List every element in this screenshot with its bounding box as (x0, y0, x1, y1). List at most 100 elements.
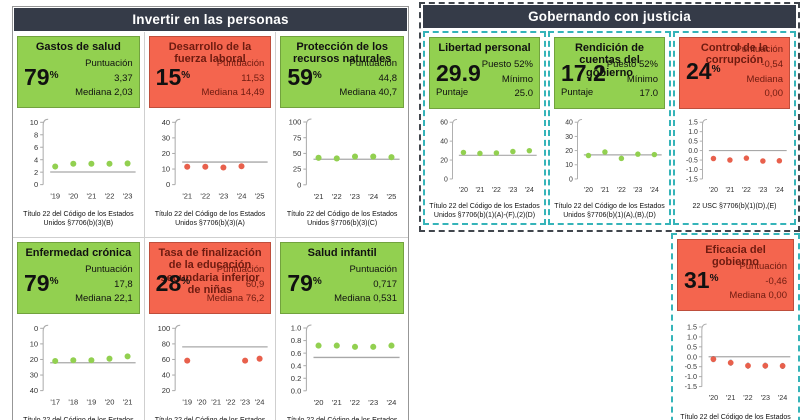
svg-text:'22: '22 (492, 187, 501, 194)
svg-text:-1.0: -1.0 (686, 167, 698, 174)
indicator-stat-lines: Puntuación 60,9 Mediana 76,2 (199, 263, 265, 307)
panel-eficacia-del-gobierno: Eficacia del gobierno 31% Puntuación -0,… (671, 233, 800, 420)
indicator-score-percent-sign: % (709, 273, 719, 285)
indicator-trend-chart: 10 8 6 4 2 0 '19 '20 '21 '22 '23 (30, 118, 136, 201)
indicator-score: 59% (287, 66, 322, 91)
svg-text:'22: '22 (105, 192, 115, 201)
svg-text:100: 100 (157, 324, 170, 333)
indicator-score-percent-sign: % (181, 70, 191, 82)
svg-text:1.0: 1.0 (688, 129, 698, 136)
indicator-cell-salud-infantil: Salud infantil 79% Puntuación 0,717 Medi… (276, 238, 408, 420)
svg-text:-0.5: -0.5 (686, 157, 698, 164)
indicator-cell-enfermedad-cronica: Enfermedad crónica 79% Puntuación 17,8 M… (13, 238, 145, 420)
svg-text:40: 40 (161, 118, 169, 127)
indicator-card: Libertad personal 29.9 Puntaje Puesto 52… (429, 37, 540, 109)
section-header-invertir: Invertir en las personas (14, 8, 407, 31)
section-title: Invertir en las personas (132, 12, 289, 27)
indicator-stat-lines: Puntuación 0,717 Mediana 0,531 (331, 263, 397, 307)
svg-text:8: 8 (34, 130, 38, 139)
indicator-cell-desarrollo-fuerza-laboral: Desarrollo de la fuerza laboral 15% Punt… (144, 32, 277, 238)
indicator-card: Eficacia del gobierno 31% Puntuación -0,… (677, 239, 794, 311)
indicator-stat-line-1: Puntuación 44,8 (349, 57, 397, 84)
indicator-score: 24% (686, 60, 721, 85)
svg-text:'22: '22 (617, 187, 626, 194)
svg-text:80: 80 (161, 339, 169, 348)
svg-text:1.0: 1.0 (687, 332, 697, 341)
indicator-score-value: 79 (287, 270, 313, 297)
svg-text:'22: '22 (350, 398, 360, 407)
svg-text:20: 20 (30, 355, 38, 364)
indicator-score: 15% (156, 66, 191, 91)
svg-text:'22: '22 (743, 393, 752, 402)
svg-text:'20: '20 (196, 398, 206, 407)
svg-text:'21: '21 (332, 398, 342, 407)
svg-text:20: 20 (161, 149, 169, 158)
indicator-stat-line-1: Puntuación -0,54 (735, 44, 783, 70)
svg-text:'24: '24 (369, 192, 379, 201)
indicator-card: Control de la corrupción 24% Puntuación … (679, 37, 790, 109)
svg-text:'21: '21 (211, 398, 221, 407)
svg-text:10: 10 (565, 162, 573, 169)
indicator-title: Eficacia del gobierno (705, 244, 766, 269)
svg-text:0: 0 (569, 176, 573, 183)
svg-text:-1.0: -1.0 (685, 372, 697, 381)
indicator-stat-line-2: Mediana 2,03 (75, 87, 133, 99)
svg-text:100: 100 (289, 118, 302, 127)
indicator-stat-line-2: Mediana 0,531 (334, 293, 397, 305)
svg-text:'20: '20 (709, 187, 718, 194)
indicator-title: Libertad personal (438, 42, 531, 54)
section-header-gobernando: Gobernando con justicia (423, 5, 796, 28)
indicator-trend-chart: 40 30 20 10 0 '20 '21 '22 '23 '24 (565, 119, 662, 194)
svg-text:60: 60 (161, 355, 169, 364)
indicator-stats: 15% Puntuación 11,53 Mediana 14,49 (156, 57, 265, 101)
svg-text:10: 10 (161, 165, 169, 174)
indicator-score: 79% (24, 66, 59, 91)
svg-text:'20: '20 (68, 192, 78, 201)
svg-text:'20: '20 (314, 398, 324, 407)
indicator-stat-lines: Puntuación -0,46 Mediana 0,00 (728, 260, 787, 304)
svg-text:25: 25 (293, 165, 301, 174)
svg-text:0: 0 (166, 180, 170, 189)
indicator-cell-proteccion-recursos-naturales: Protección de los recursos naturales 59%… (276, 32, 408, 238)
indicator-score-value: 17.2 (561, 59, 606, 86)
svg-text:4: 4 (34, 155, 38, 164)
svg-text:0: 0 (444, 176, 448, 183)
indicator-row-right: Libertad personal 29.9 Puntaje Puesto 52… (421, 29, 798, 227)
svg-text:'19: '19 (86, 398, 96, 407)
indicator-stat-lines: Puntuación -0,54 Mediana 0,00 (730, 43, 783, 102)
indicator-title: Salud infantil (307, 247, 377, 259)
indicator-source: Título 22 del Código de los Estados Unid… (429, 203, 540, 220)
svg-text:'23: '23 (633, 187, 642, 194)
indicator-card: Desarrollo de la fuerza laboral 15% Punt… (148, 36, 272, 108)
svg-text:'21: '21 (726, 393, 735, 402)
svg-text:10: 10 (30, 339, 38, 348)
svg-text:'23: '23 (350, 192, 360, 201)
indicator-card: Rendición de cuentas del gobierno 17.2 P… (554, 37, 665, 109)
svg-text:40: 40 (161, 371, 169, 380)
indicator-score: 79% (24, 272, 59, 297)
svg-text:20: 20 (440, 157, 448, 164)
indicator-stat-line-2: Mínimo 17.0 (626, 73, 658, 100)
indicator-source: Título 22 del Código de los Estados (13, 416, 144, 420)
indicator-stats: 79% Puntuación 3,37 Mediana 2,03 (24, 57, 133, 101)
svg-text:0.4: 0.4 (291, 361, 302, 370)
indicator-stats: 59% Puntuación 44,8 Mediana 40,7 (287, 57, 397, 101)
svg-text:0: 0 (34, 324, 38, 333)
indicator-trend-chart: 1.0 0.8 0.6 0.4 0.2 0.0 '20 '21 '22 '23 '24 (291, 324, 400, 407)
indicator-score-percent-sign: % (181, 276, 191, 288)
indicator-stat-line-1: Puesto 52% (606, 58, 658, 70)
indicator-card: Enfermedad crónica 79% Puntuación 17,8 M… (17, 242, 140, 314)
indicator-score-percent-sign: % (312, 70, 322, 82)
svg-text:2: 2 (34, 168, 38, 177)
indicator-stats: 28% Puntuación 60,9 Mediana 76,2 (156, 263, 265, 307)
indicator-stat-line-1: Puntuación 17,8 (85, 263, 133, 290)
svg-text:'20: '20 (105, 398, 115, 407)
svg-text:0.8: 0.8 (291, 336, 302, 345)
indicator-score-percent-sign: % (49, 70, 59, 82)
indicator-stat-line-2: Mediana 0,00 (729, 290, 787, 302)
svg-text:'23: '23 (369, 398, 379, 407)
svg-text:'24: '24 (236, 192, 246, 201)
indicator-grid-left: Gastos de salud 79% Puntuación 3,37 Medi… (13, 32, 408, 420)
indicator-score-percent-sign: % (711, 64, 721, 76)
section-invertir-en-las-personas: Invertir en las personas Gastos de salud… (12, 6, 409, 420)
